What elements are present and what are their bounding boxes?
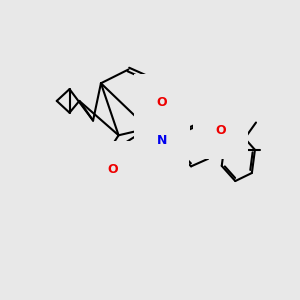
Text: O: O [157, 96, 167, 110]
Text: N: N [157, 134, 167, 147]
Text: O: O [107, 163, 118, 176]
Text: O: O [215, 124, 226, 137]
